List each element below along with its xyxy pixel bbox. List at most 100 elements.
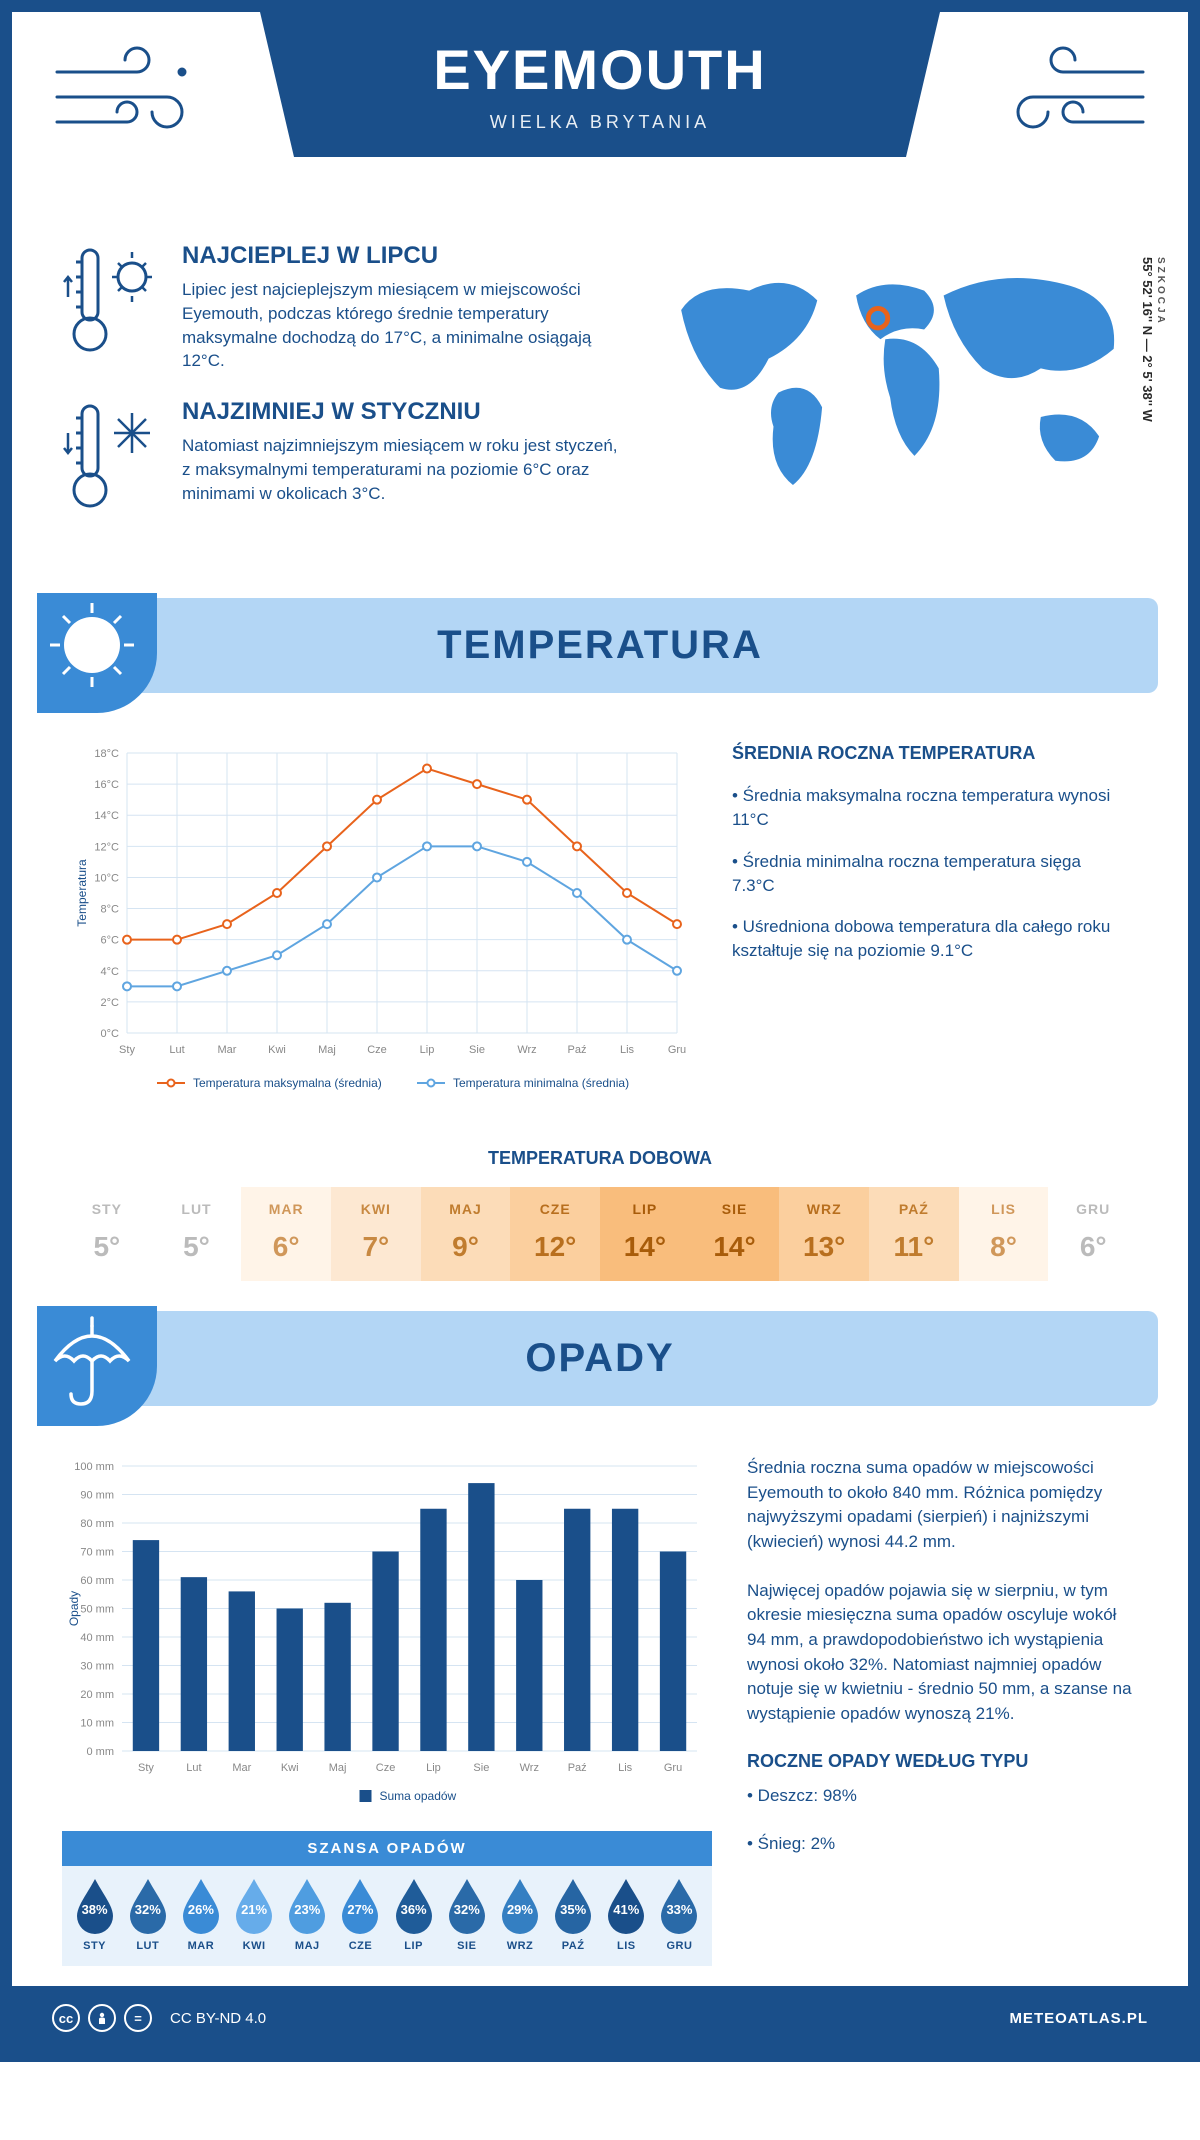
month-cell: LUT 5° bbox=[152, 1187, 242, 1281]
month-cell: STY 5° bbox=[62, 1187, 152, 1281]
avg-temp-bullet-1: • Średnia minimalna roczna temperatura s… bbox=[732, 850, 1128, 898]
svg-text:70 mm: 70 mm bbox=[80, 1547, 114, 1559]
chance-value: 33% bbox=[657, 1902, 701, 1917]
chance-value: 32% bbox=[126, 1902, 170, 1917]
svg-text:0 mm: 0 mm bbox=[87, 1746, 115, 1758]
precipitation-row: 0 mm10 mm20 mm30 mm40 mm50 mm60 mm70 mm8… bbox=[12, 1426, 1188, 1986]
month-label: STY bbox=[62, 1201, 152, 1217]
svg-text:100 mm: 100 mm bbox=[74, 1461, 114, 1473]
svg-text:Paź: Paź bbox=[568, 1762, 587, 1774]
precipitation-title: OPADY bbox=[525, 1336, 674, 1381]
svg-text:Suma opadów: Suma opadów bbox=[380, 1789, 457, 1803]
svg-text:Sie: Sie bbox=[469, 1044, 485, 1056]
svg-text:Temperatura: Temperatura bbox=[75, 859, 89, 927]
svg-text:Wrz: Wrz bbox=[517, 1044, 536, 1056]
month-cell: GRU 6° bbox=[1048, 1187, 1138, 1281]
highlights-text: NAJCIEPLEJ W LIPCU Lipiec jest najcieple… bbox=[62, 242, 622, 548]
month-label: PAŹ bbox=[869, 1201, 959, 1217]
footer: cc = CC BY-ND 4.0 METEOATLAS.PL bbox=[12, 1986, 1188, 2050]
coldest-block: NAJZIMNIEJ W STYCZNIU Natomiast najzimni… bbox=[62, 398, 622, 523]
rain-chance-row: 38% STY 32% LUT 26% MAR 21% KWI 23% MAJ bbox=[62, 1866, 712, 1966]
svg-text:20 mm: 20 mm bbox=[80, 1689, 114, 1701]
temperature-row: 0°C2°C4°C6°C8°C10°C12°C14°C16°C18°CStyLu… bbox=[12, 713, 1188, 1118]
month-value: 9° bbox=[421, 1231, 511, 1263]
svg-text:Cze: Cze bbox=[376, 1762, 396, 1774]
raindrop-icon: 29% bbox=[498, 1876, 542, 1934]
svg-text:80 mm: 80 mm bbox=[80, 1518, 114, 1530]
rain-chance-box: SZANSA OPADÓW 38% STY 32% LUT 26% MAR 21… bbox=[62, 1831, 712, 1966]
chance-cell: 21% KWI bbox=[228, 1876, 281, 1952]
svg-text:10 mm: 10 mm bbox=[80, 1718, 114, 1730]
month-label: WRZ bbox=[779, 1201, 869, 1217]
raindrop-icon: 27% bbox=[338, 1876, 382, 1934]
map-svg bbox=[652, 242, 1138, 514]
svg-text:Opady: Opady bbox=[67, 1591, 81, 1626]
precip-para-2: Najwięcej opadów pojawia się w sierpniu,… bbox=[747, 1579, 1138, 1727]
chance-month: LIS bbox=[600, 1940, 653, 1952]
chance-month: WRZ bbox=[493, 1940, 546, 1952]
svg-text:16°C: 16°C bbox=[94, 779, 119, 791]
thermometer-snow-icon bbox=[62, 398, 162, 523]
chance-month: KWI bbox=[228, 1940, 281, 1952]
svg-text:Temperatura maksymalna (średni: Temperatura maksymalna (średnia) bbox=[193, 1076, 382, 1090]
svg-text:Lis: Lis bbox=[620, 1044, 635, 1056]
daily-temp-title: TEMPERATURA DOBOWA bbox=[62, 1148, 1138, 1169]
svg-text:Paź: Paź bbox=[568, 1044, 587, 1056]
coldest-text: Natomiast najzimniejszym miesiącem w rok… bbox=[182, 434, 622, 505]
month-label: LIS bbox=[959, 1201, 1049, 1217]
sun-icon bbox=[37, 593, 157, 713]
chance-cell: 23% MAJ bbox=[281, 1876, 334, 1952]
chance-month: LUT bbox=[121, 1940, 174, 1952]
thermometer-sun-icon bbox=[62, 242, 162, 373]
chance-month: GRU bbox=[653, 1940, 706, 1952]
month-value: 6° bbox=[1048, 1231, 1138, 1263]
month-value: 13° bbox=[779, 1231, 869, 1263]
chance-cell: 26% MAR bbox=[174, 1876, 227, 1952]
title-banner: EYEMOUTH WIELKA BRYTANIA bbox=[260, 12, 940, 157]
coordinates-label: SZKOCJA 55° 52' 16'' N — 2° 5' 38'' W bbox=[1140, 257, 1166, 422]
svg-text:12°C: 12°C bbox=[94, 842, 119, 854]
month-label: CZE bbox=[510, 1201, 600, 1217]
chance-value: 35% bbox=[551, 1902, 595, 1917]
chance-value: 38% bbox=[73, 1902, 117, 1917]
svg-text:30 mm: 30 mm bbox=[80, 1661, 114, 1673]
chance-value: 21% bbox=[232, 1902, 276, 1917]
chance-cell: 35% PAŹ bbox=[547, 1876, 600, 1952]
svg-text:Lis: Lis bbox=[618, 1762, 633, 1774]
svg-text:0°C: 0°C bbox=[101, 1028, 120, 1040]
month-label: KWI bbox=[331, 1201, 421, 1217]
temperature-line-chart: 0°C2°C4°C6°C8°C10°C12°C14°C16°C18°CStyLu… bbox=[72, 743, 692, 1108]
infographic-page: EYEMOUTH WIELKA BRYTANIA bbox=[0, 0, 1200, 2062]
chance-cell: 29% WRZ bbox=[493, 1876, 546, 1952]
chance-month: LIP bbox=[387, 1940, 440, 1952]
monthly-temp-row: STY 5°LUT 5°MAR 6°KWI 7°MAJ 9°CZE 12°LIP… bbox=[62, 1187, 1138, 1281]
svg-text:Kwi: Kwi bbox=[268, 1044, 286, 1056]
yearly-precip-0: • Deszcz: 98% bbox=[747, 1784, 1138, 1809]
month-value: 14° bbox=[600, 1231, 690, 1263]
svg-text:Lut: Lut bbox=[169, 1044, 184, 1056]
avg-temp-bullet-0: • Średnia maksymalna roczna temperatura … bbox=[732, 784, 1128, 832]
month-cell: LIP 14° bbox=[600, 1187, 690, 1281]
svg-text:50 mm: 50 mm bbox=[80, 1604, 114, 1616]
svg-text:Gru: Gru bbox=[664, 1762, 682, 1774]
raindrop-icon: 38% bbox=[73, 1876, 117, 1934]
svg-text:Temperatura minimalna (średnia: Temperatura minimalna (średnia) bbox=[453, 1076, 629, 1090]
rain-chance-title: SZANSA OPADÓW bbox=[62, 1831, 712, 1866]
precip-para-1: Średnia roczna suma opadów w miejscowośc… bbox=[747, 1456, 1138, 1555]
chance-cell: 33% GRU bbox=[653, 1876, 706, 1952]
chance-value: 36% bbox=[392, 1902, 436, 1917]
month-value: 14° bbox=[690, 1231, 780, 1263]
chance-value: 23% bbox=[285, 1902, 329, 1917]
month-cell: MAR 6° bbox=[241, 1187, 331, 1281]
svg-text:4°C: 4°C bbox=[101, 966, 120, 978]
license-text: CC BY-ND 4.0 bbox=[170, 2010, 266, 2027]
month-value: 7° bbox=[331, 1231, 421, 1263]
svg-text:Sie: Sie bbox=[473, 1762, 489, 1774]
svg-text:60 mm: 60 mm bbox=[80, 1575, 114, 1587]
precipitation-bar-chart: 0 mm10 mm20 mm30 mm40 mm50 mm60 mm70 mm8… bbox=[62, 1456, 712, 1816]
raindrop-icon: 36% bbox=[392, 1876, 436, 1934]
chance-value: 26% bbox=[179, 1902, 223, 1917]
month-cell: LIS 8° bbox=[959, 1187, 1049, 1281]
month-label: MAJ bbox=[421, 1201, 511, 1217]
chance-month: SIE bbox=[440, 1940, 493, 1952]
